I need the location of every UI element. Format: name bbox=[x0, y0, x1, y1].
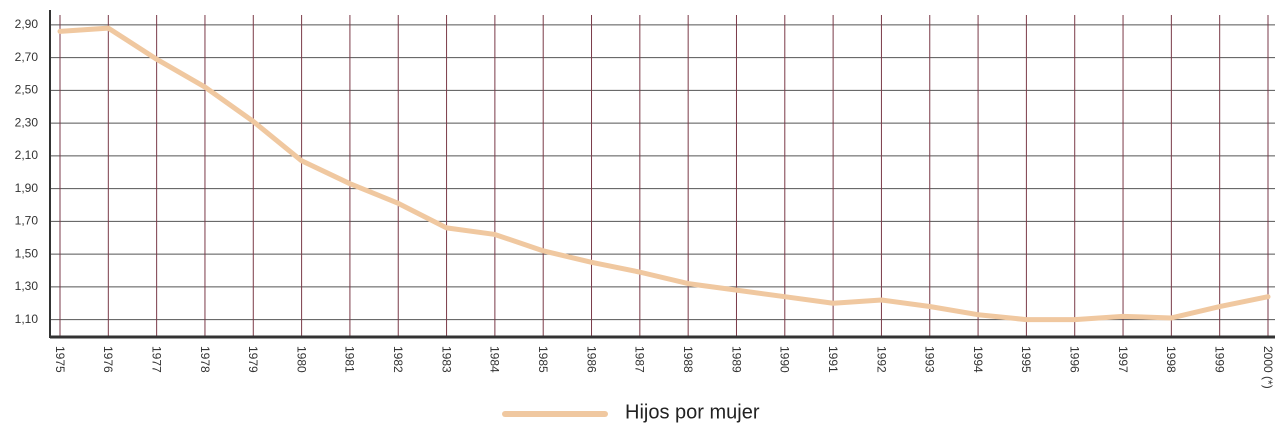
x-tick-label: 1995 bbox=[1019, 346, 1033, 373]
x-tick-label: 1990 bbox=[778, 346, 792, 373]
x-tick-label: 1975 bbox=[53, 346, 67, 373]
x-tick-label: 1978 bbox=[198, 346, 212, 373]
x-tick-label: 1977 bbox=[149, 346, 163, 373]
x-tick-label: 1980 bbox=[294, 346, 308, 373]
x-tick-label: 1996 bbox=[1068, 346, 1082, 373]
y-tick-label: 1,10 bbox=[15, 312, 39, 326]
y-tick-label: 1,50 bbox=[15, 246, 39, 260]
x-tick-label: 1981 bbox=[343, 346, 357, 373]
x-tick-label: 1983 bbox=[439, 346, 453, 373]
x-tick-label: 1999 bbox=[1213, 346, 1227, 373]
x-tick-label: 1982 bbox=[391, 346, 405, 373]
y-tick-label: 2,70 bbox=[15, 50, 39, 64]
y-tick-label: 1,90 bbox=[15, 181, 39, 195]
grid bbox=[49, 10, 1275, 339]
x-tick-label: 2000 (*) bbox=[1261, 346, 1275, 389]
x-tick-label: 1998 bbox=[1164, 346, 1178, 373]
legend-label: Hijos por mujer bbox=[625, 401, 760, 423]
x-tick-label: 1985 bbox=[536, 346, 550, 373]
x-tick-label: 1976 bbox=[101, 346, 115, 373]
y-tick-label: 2,50 bbox=[15, 83, 39, 97]
x-tick-label: 1988 bbox=[681, 346, 695, 373]
x-tick-label: 1997 bbox=[1116, 346, 1130, 373]
y-tick-label: 2,30 bbox=[15, 115, 39, 129]
x-tick-label: 1989 bbox=[729, 346, 743, 373]
y-tick-label: 2,10 bbox=[15, 148, 39, 162]
x-tick-label: 1994 bbox=[971, 346, 985, 373]
x-tick-label: 1986 bbox=[584, 346, 598, 373]
marks bbox=[57, 25, 1271, 323]
x-tick-label: 1993 bbox=[923, 346, 937, 373]
x-tick-label: 1992 bbox=[874, 346, 888, 373]
x-tick-label: 1987 bbox=[633, 346, 647, 373]
y-tick-label: 2,90 bbox=[15, 17, 39, 31]
x-tick-label: 1991 bbox=[826, 346, 840, 373]
line-series bbox=[57, 25, 1271, 323]
x-tick-label: 1984 bbox=[488, 346, 502, 373]
y-tick-label: 1,30 bbox=[15, 279, 39, 293]
y-tick-label: 1,70 bbox=[15, 214, 39, 228]
x-tick-label: 1979 bbox=[246, 346, 260, 373]
